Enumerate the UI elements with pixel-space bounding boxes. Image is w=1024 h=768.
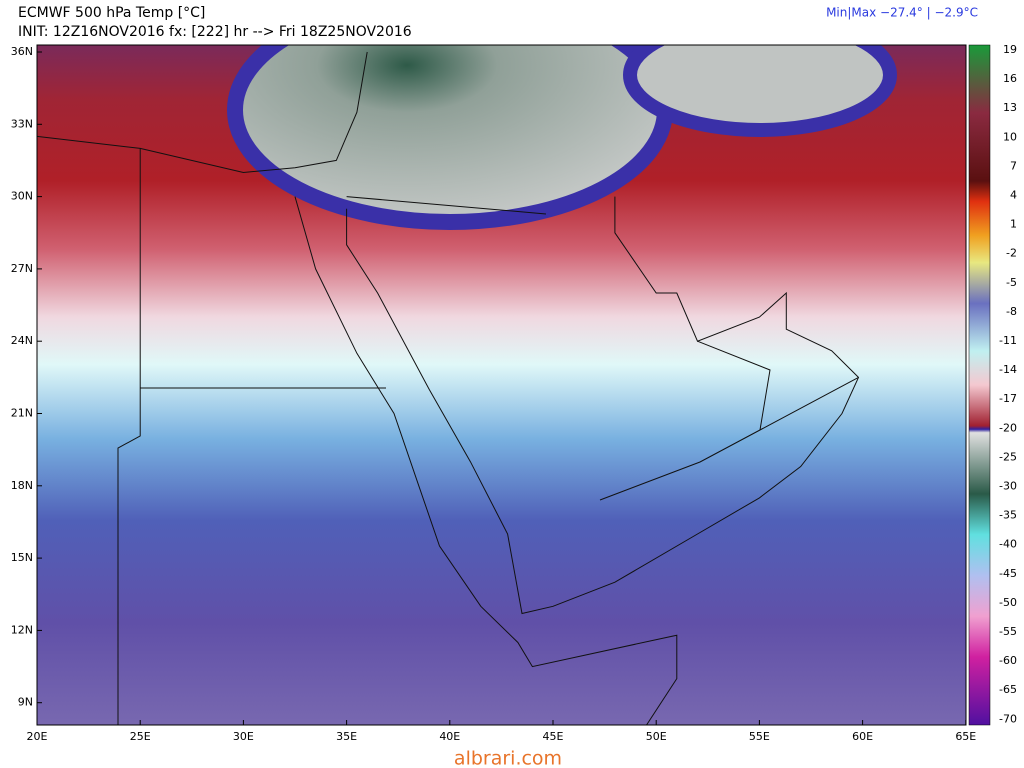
lon-label: 55E [749,730,770,743]
map-frame [36,44,967,726]
colorbar-label: -11 [999,334,1017,347]
lat-label: 9N [18,696,33,709]
colorbar-label: -40 [999,538,1017,551]
colorbar-label: 19 [1003,43,1017,56]
colorbar-label: -20 [999,421,1017,434]
colorbar-label: -5 [1006,276,1017,289]
lat-label: 30N [11,190,33,203]
colorbar-label: -70 [999,712,1017,725]
lon-label: 50E [646,730,667,743]
lon-labels: 20E 25E 30E 35E 40E 45E 50E 55E 60E 65E [27,720,976,743]
title: ECMWF 500 hPa Temp [°C] [18,5,205,21]
lat-label: 33N [11,117,33,130]
colorbar-labels: 19 16 13 10 7 4 1 -2 -5 -8 -11 -14 -17 -20 -25 -30 -35 -4… [999,43,1017,725]
colorbar-label: -30 [999,480,1017,493]
colorbar-label: 10 [1003,130,1017,143]
colorbar-label: 1 [1010,218,1017,231]
colorbar-label: -25 [999,450,1017,463]
colorbar-label: -2 [1006,247,1017,260]
lat-label: 27N [11,262,33,275]
lat-label: 21N [11,407,33,420]
coastline [346,196,860,615]
min-max: Min|Max −27.4° | −2.9°C [826,6,978,20]
init-line: INIT: 12Z16NOV2016 fx: [222] hr --> Fri … [18,24,412,40]
lat-label: 12N [11,623,33,636]
lat-label: 18N [11,479,33,492]
lon-label: 40E [439,730,460,743]
colorbar-label: -14 [999,363,1017,376]
lon-label: 35E [336,730,357,743]
lon-label: 65E [955,730,976,743]
coastline [294,196,678,725]
lon-label: 25E [130,730,151,743]
border [117,148,859,725]
colorbar [968,44,991,726]
colorbar-label: 16 [1003,72,1017,85]
colorbar-label: 13 [1003,101,1017,114]
lon-label: 45E [543,730,564,743]
colorbar-label: -55 [999,625,1017,638]
colorbar-label: 7 [1010,159,1017,172]
colorbar-label: 4 [1010,189,1017,202]
colorbar-label: -50 [999,596,1017,609]
map [37,45,966,725]
lon-label: 20E [27,730,48,743]
colorbar-label: -45 [999,567,1017,580]
lat-label: 36N [11,45,33,58]
cold-core [623,45,897,137]
lat-labels: 36N 33N 30N 27N 24N 21N 18N 15N 12N 9N [11,45,42,709]
colorbar-label: -65 [999,683,1017,696]
lat-label: 24N [11,334,33,347]
colorbar-label: -60 [999,654,1017,667]
colorbar-label: -35 [999,509,1017,522]
watermark: albrari.com [454,748,562,768]
lon-label: 60E [852,730,873,743]
lat-label: 15N [11,551,33,564]
lon-label: 30E [233,730,254,743]
colorbar-label: -17 [999,392,1017,405]
colorbar-label: -8 [1006,305,1017,318]
